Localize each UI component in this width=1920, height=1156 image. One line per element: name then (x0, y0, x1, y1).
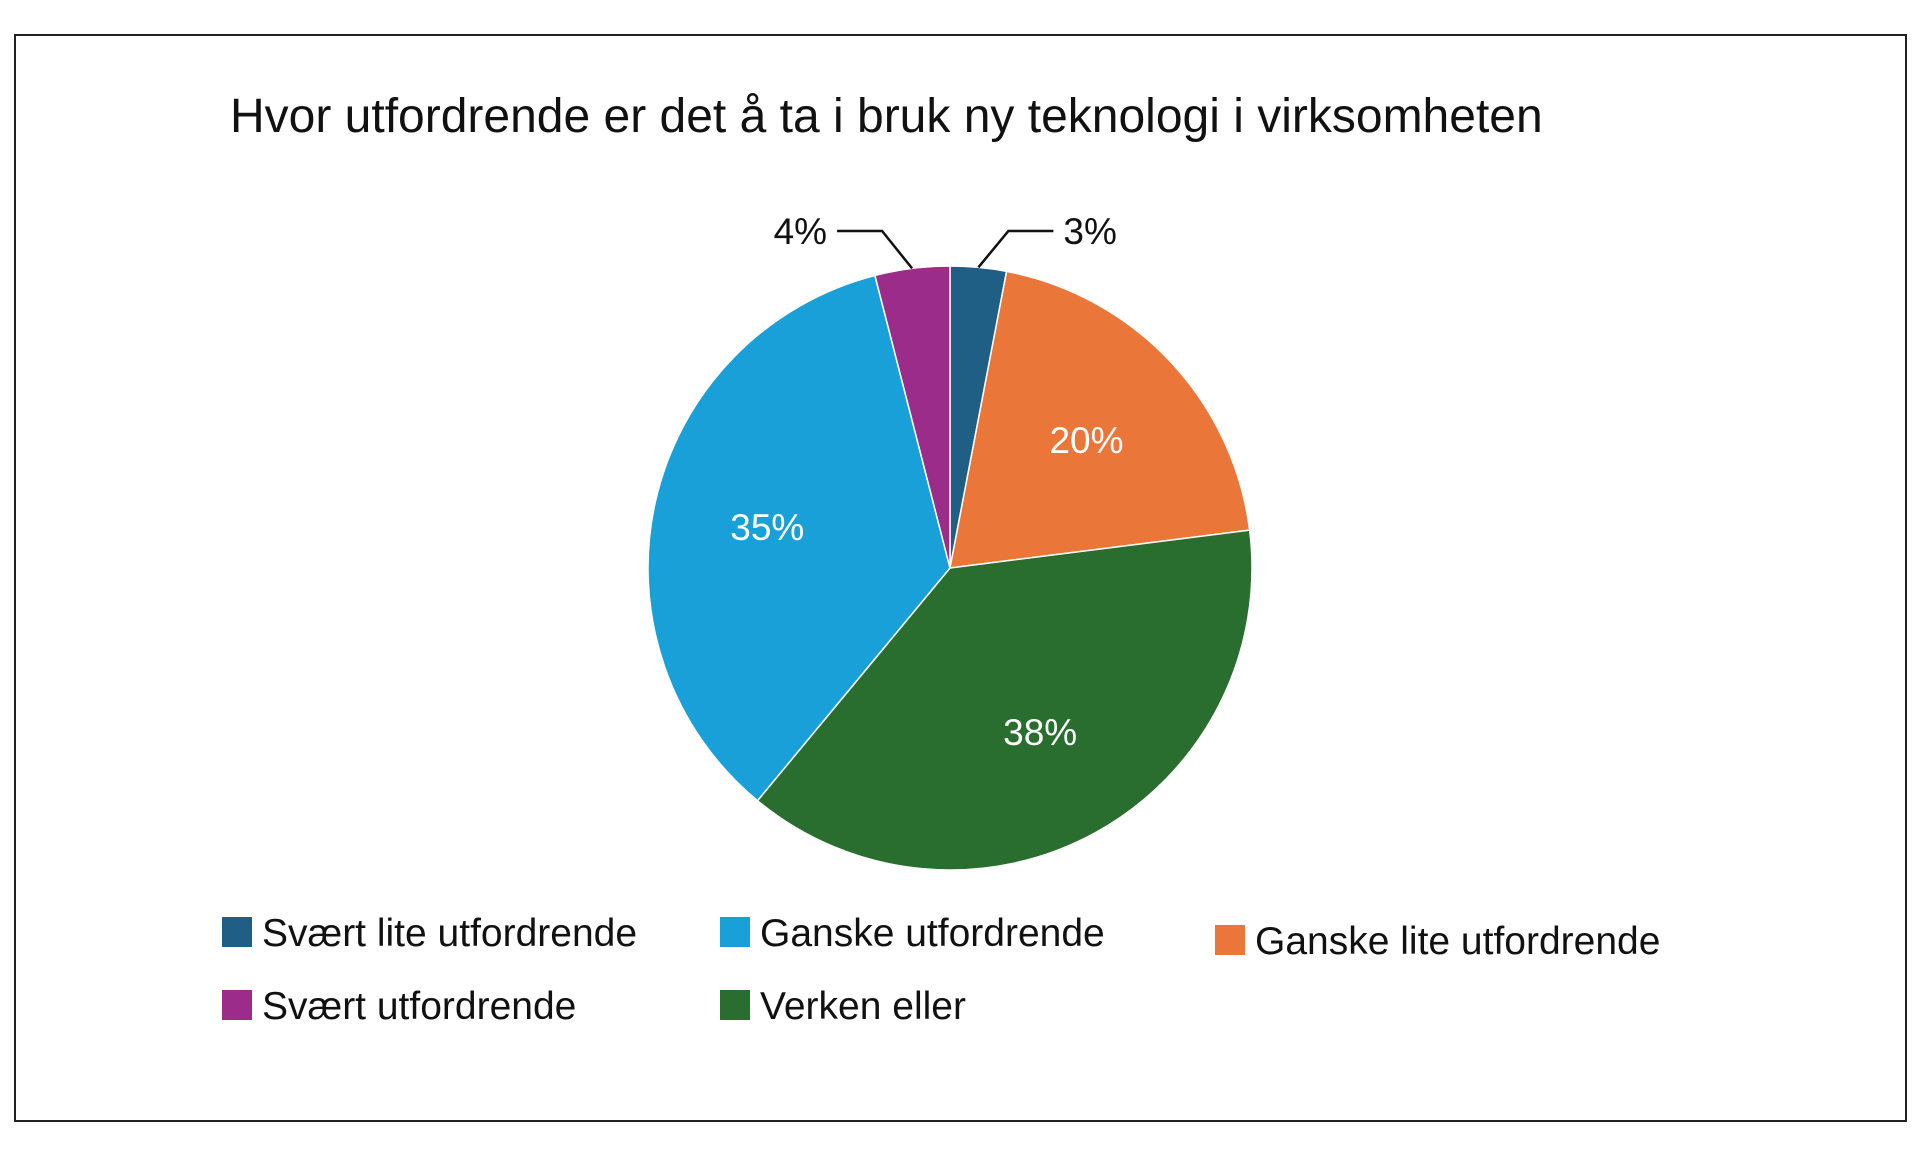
chart-frame (14, 34, 1907, 1122)
data-label-verken-eller: 38% (1003, 712, 1077, 753)
legend-label-ganske-utfordrende: Ganske utfordrende (760, 912, 1105, 955)
data-labels: 3% 20% 38% 35% 4% (730, 211, 1123, 753)
data-label-sv-rt-utfordrende: 4% (774, 211, 827, 252)
data-label-ganske-utfordrende: 35% (730, 507, 804, 548)
legend-swatch-ganske-utfordrende (720, 917, 750, 947)
pie-slice-ganske-lite-utfordrende (949, 270, 1251, 569)
legend-label-sv-rt-utfordrende: Svært utfordrende (262, 985, 576, 1028)
pie-slice-verken-eller (756, 529, 1253, 871)
legend-label-ganske-lite-utfordrende: Ganske lite utfordrende (1255, 920, 1660, 963)
leader-lines (837, 229, 1054, 270)
chart-title: Hvor utfordrende er det å ta i bruk ny t… (230, 90, 1543, 143)
legend-swatch-ganske-lite-utfordrende (1215, 925, 1245, 955)
pie-slice-sv-rt-utfordrende (873, 265, 951, 569)
legend-swatch-verken-eller (720, 990, 750, 1020)
legend: Svært lite utfordrende Ganske utfordrende… (222, 912, 1660, 1028)
data-label-ganske-lite-utfordrende: 20% (1049, 420, 1123, 461)
legend-label-verken-eller: Verken eller (760, 985, 966, 1028)
pie-slice-ganske-utfordrende (647, 274, 951, 802)
legend-swatch-sv-rt-utfordrende (222, 990, 252, 1020)
leader-line-sv-rt-lite-utfordrende (977, 229, 1054, 269)
legend-swatch-sv-rt-lite-utfordrende (222, 917, 252, 947)
data-label-sv-rt-lite-utfordrende: 3% (1063, 211, 1116, 252)
pie-slices (647, 265, 1253, 871)
legend-label-sv-rt-lite-utfordrende: Svært lite utfordrende (262, 912, 637, 955)
leader-line-sv-rt-utfordrende (837, 229, 914, 270)
